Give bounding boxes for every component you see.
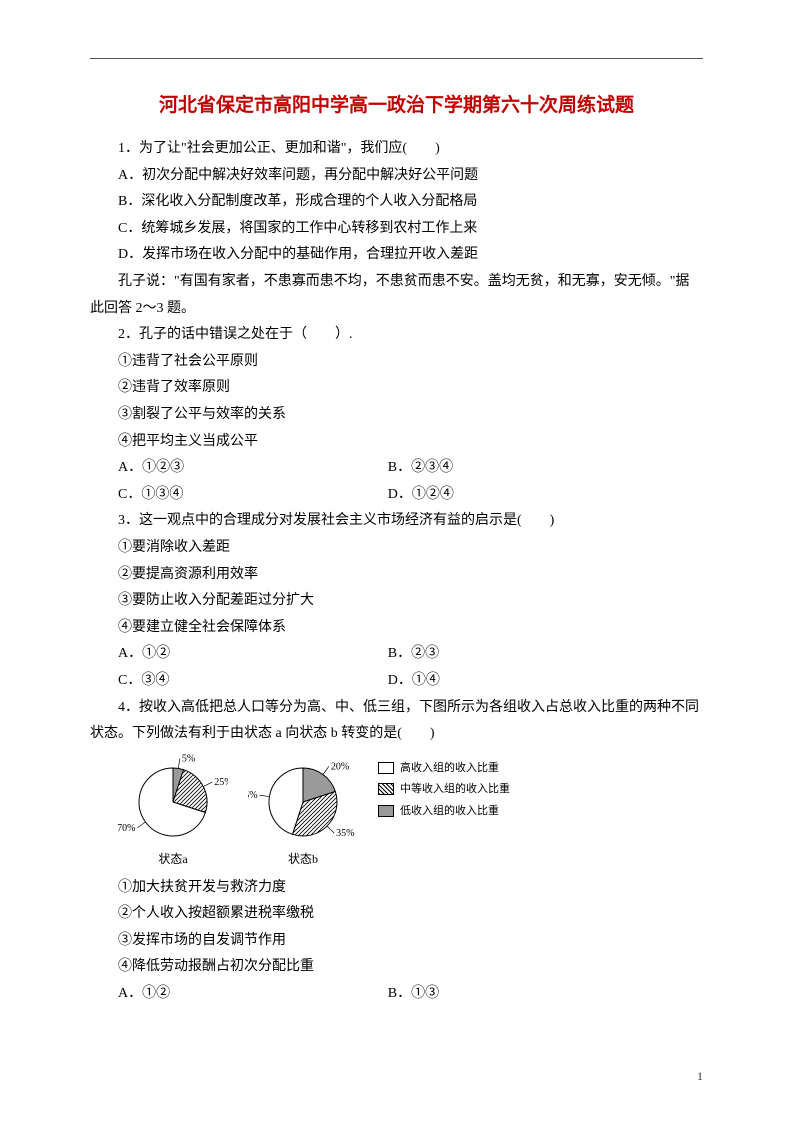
pie-a-label: 状态a [158, 848, 187, 871]
svg-text:25%: 25% [214, 777, 228, 788]
legend-high: 高收入组的收入比重 [378, 760, 510, 778]
pie-a-svg: 5% 25% 70% [118, 754, 228, 846]
q3-item-2: ②要提高资源利用效率 [90, 562, 703, 589]
legend-low-label: 低收入组的收入比重 [400, 803, 499, 821]
q4-options-row1: A．①② B．①③ [90, 981, 703, 1008]
svg-text:70%: 70% [118, 823, 135, 834]
q4-item-2: ②个人收入按超额累进税率缴税 [90, 901, 703, 928]
q4-option-b: B．①③ [388, 981, 682, 1008]
q3-options-row2: C．③④ D．①④ [90, 668, 703, 695]
q3-options-row1: A．①② B．②③ [90, 641, 703, 668]
svg-text:20%: 20% [331, 761, 349, 772]
q4-item-3: ③发挥市场的自发调节作用 [90, 928, 703, 955]
page-number: 1 [697, 1065, 703, 1088]
q4-item-4: ④降低劳动报酬占初次分配比重 [90, 954, 703, 981]
pie-b-label: 状态b [288, 848, 318, 871]
svg-text:45%: 45% [248, 790, 258, 801]
legend-swatch-low [378, 805, 394, 817]
q2-item-1: ①违背了社会公平原则 [90, 349, 703, 376]
q2-option-c: C．①③④ [90, 482, 384, 509]
q2-stem: 2．孔子的话中错误之处在于（ ）. [90, 322, 703, 349]
q3-option-b: B．②③ [388, 641, 682, 668]
legend-low: 低收入组的收入比重 [378, 803, 510, 821]
pie-state-b: 20% 35% 45% 状态b [248, 754, 358, 871]
q2-item-3: ③割裂了公平与效率的关系 [90, 402, 703, 429]
svg-text:35%: 35% [336, 828, 354, 839]
q2-options-row1: A．①②③ B．②③④ [90, 455, 703, 482]
q1-option-a: A．初次分配中解决好效率问题，再分配中解决好公平问题 [90, 163, 703, 190]
q3-item-4: ④要建立健全社会保障体系 [90, 615, 703, 642]
exam-page: 河北省保定市高阳中学高一政治下学期第六十次周练试题 1．为了让"社会更加公正、更… [0, 0, 793, 1122]
pie-b-svg: 20% 35% 45% [248, 754, 358, 846]
q2-item-4: ④把平均主义当成公平 [90, 429, 703, 456]
q3-option-d: D．①④ [388, 668, 682, 695]
q1-option-d: D．发挥市场在收入分配中的基础作用，合理拉开收入差距 [90, 242, 703, 269]
q1-option-b: B．深化收入分配制度改革，形成合理的个人收入分配格局 [90, 189, 703, 216]
q3-stem: 3．这一观点中的合理成分对发展社会主义市场经济有益的启示是( ) [90, 508, 703, 535]
q4-option-a: A．①② [90, 981, 384, 1008]
q4-item-1: ①加大扶贫开发与救济力度 [90, 875, 703, 902]
q3-option-c: C．③④ [90, 668, 384, 695]
pie-chart-figure: 5% 25% 70% 状态a 20% 35% 45% 状态b 高收入组的收入比重 中等收… [118, 754, 703, 871]
legend-swatch-mid [378, 783, 394, 795]
q2-option-a: A．①②③ [90, 455, 384, 482]
q3-option-a: A．①② [90, 641, 384, 668]
document-title: 河北省保定市高阳中学高一政治下学期第六十次周练试题 [90, 88, 703, 124]
q4-stem: 4．按收入高低把总人口等分为高、中、低三组，下图所示为各组收入占总收入比重的两种… [90, 695, 703, 748]
legend-high-label: 高收入组的收入比重 [400, 760, 499, 778]
q2-option-b: B．②③④ [388, 455, 682, 482]
top-rule [90, 58, 703, 59]
q2-option-d: D．①②④ [388, 482, 682, 509]
legend-mid: 中等收入组的收入比重 [378, 781, 510, 799]
legend-mid-label: 中等收入组的收入比重 [400, 781, 510, 799]
q2-item-2: ②违背了效率原则 [90, 375, 703, 402]
passage-text: 孔子说："有国有家者，不患寡而患不均，不患贫而患不安。盖均无贫，和无寡，安无倾。… [90, 269, 703, 322]
q1-option-c: C．统筹城乡发展，将国家的工作中心转移到农村工作上来 [90, 216, 703, 243]
q3-item-1: ①要消除收入差距 [90, 535, 703, 562]
pie-state-a: 5% 25% 70% 状态a [118, 754, 228, 871]
svg-text:5%: 5% [182, 754, 195, 765]
chart-legend: 高收入组的收入比重 中等收入组的收入比重 低收入组的收入比重 [378, 760, 510, 825]
q1-stem: 1．为了让"社会更加公正、更加和谐"，我们应( ) [90, 136, 703, 163]
q2-options-row2: C．①③④ D．①②④ [90, 482, 703, 509]
q3-item-3: ③要防止收入分配差距过分扩大 [90, 588, 703, 615]
legend-swatch-high [378, 762, 394, 774]
